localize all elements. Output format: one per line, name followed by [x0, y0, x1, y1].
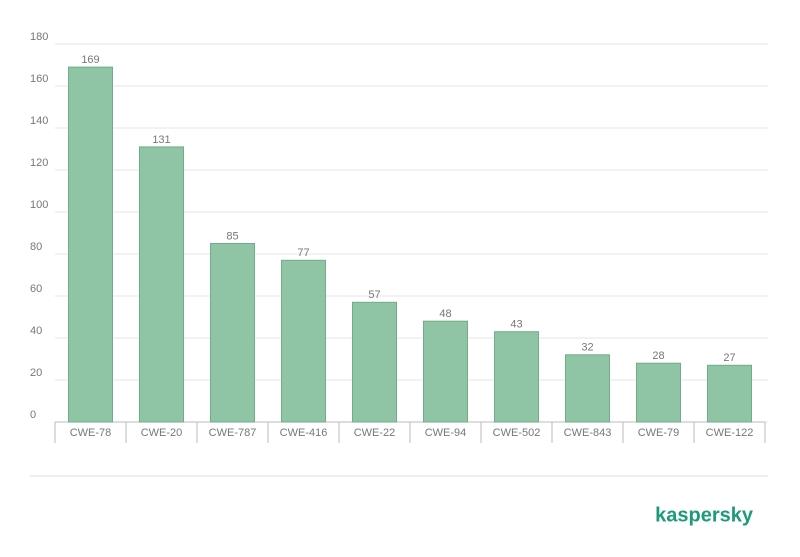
y-tick-label: 80 — [30, 241, 42, 253]
x-tick-label: CWE-502 — [493, 427, 541, 439]
value-label: 28 — [652, 350, 664, 362]
bar — [423, 320, 468, 423]
bar — [352, 301, 397, 423]
x-tick-label: CWE-79 — [638, 427, 680, 439]
value-label: 169 — [81, 54, 99, 66]
y-tick-label: 40 — [30, 325, 42, 337]
y-tick-label: 100 — [30, 199, 48, 211]
x-tick-label: CWE-843 — [564, 427, 612, 439]
y-tick-label: 140 — [30, 115, 48, 127]
bar — [636, 362, 681, 423]
bar — [68, 66, 113, 423]
y-tick-label: 0 — [30, 409, 36, 421]
value-label: 77 — [297, 247, 309, 259]
bar — [707, 364, 752, 423]
y-tick-label: 120 — [30, 157, 48, 169]
x-tick-label: CWE-122 — [706, 427, 754, 439]
value-label: 131 — [152, 134, 170, 146]
x-tick-label: CWE-20 — [141, 427, 183, 439]
bar — [281, 259, 326, 423]
bar — [565, 354, 610, 423]
y-tick-label: 160 — [30, 73, 48, 85]
value-label: 27 — [723, 352, 735, 364]
x-tick-label: CWE-94 — [425, 427, 467, 439]
value-label: 43 — [510, 319, 522, 331]
x-tick-label: CWE-78 — [70, 427, 112, 439]
bar — [139, 146, 184, 423]
value-label: 85 — [226, 230, 238, 242]
bar — [210, 243, 255, 423]
x-tick-label: CWE-22 — [354, 427, 396, 439]
x-tick-label: CWE-416 — [280, 427, 328, 439]
y-tick-label: 180 — [30, 31, 48, 43]
value-label: 57 — [368, 289, 380, 301]
x-tick-label: CWE-787 — [209, 427, 257, 439]
value-label: 32 — [581, 342, 593, 354]
y-tick-label: 20 — [30, 367, 42, 379]
y-tick-label: 60 — [30, 283, 42, 295]
bar — [494, 331, 539, 423]
value-label: 48 — [439, 308, 451, 320]
logo: kaspersky — [655, 504, 754, 526]
